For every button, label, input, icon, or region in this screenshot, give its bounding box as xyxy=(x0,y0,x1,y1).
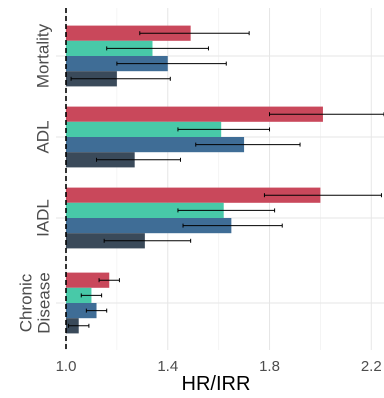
error-bar xyxy=(85,308,108,313)
error-bar xyxy=(68,323,90,328)
bar xyxy=(66,106,323,122)
error-bar xyxy=(263,193,382,198)
error-bar xyxy=(103,238,192,243)
bar xyxy=(66,202,224,218)
x-tick-label: 1.8 xyxy=(259,358,280,375)
bar xyxy=(66,218,232,234)
group-label: IADL xyxy=(33,199,52,237)
group-labels: Mortality ADL IADL Chronic Disease xyxy=(16,23,53,333)
bar xyxy=(66,272,110,288)
bar xyxy=(66,25,191,41)
group-label: ADL xyxy=(33,120,52,153)
error-bar xyxy=(139,31,250,36)
x-axis-title: HR/IRR xyxy=(182,373,251,395)
error-bar xyxy=(106,46,209,51)
error-bar xyxy=(182,223,283,228)
error-bar xyxy=(80,293,103,298)
error-bar xyxy=(96,157,181,162)
bar xyxy=(66,121,222,137)
x-tick-label: 1.0 xyxy=(56,358,77,375)
x-tick-labels: 1.0 1.4 1.8 2.2 xyxy=(56,358,382,375)
error-bar xyxy=(177,127,271,132)
error-bar xyxy=(269,112,384,117)
x-tick-label: 2.2 xyxy=(361,358,382,375)
x-tick-label: 1.4 xyxy=(157,358,178,375)
error-bar xyxy=(177,208,276,213)
error-bar xyxy=(195,142,301,147)
bar xyxy=(66,287,92,303)
bar xyxy=(66,303,97,319)
error-bar xyxy=(70,76,171,81)
error-bar xyxy=(116,61,227,66)
bar xyxy=(66,187,321,203)
group-label: Chronic xyxy=(16,273,35,332)
group-label: Disease xyxy=(34,272,53,333)
error-bars xyxy=(68,31,384,328)
group-label: Mortality xyxy=(33,23,52,88)
error-bar xyxy=(98,278,120,283)
bar xyxy=(66,137,245,153)
